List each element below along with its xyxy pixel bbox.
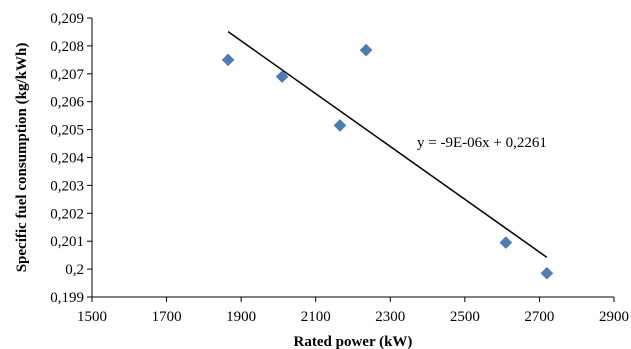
y-ticks: 0,199 0,2 0,201 0,202 0,203 0,204 0,205 0,206 0,… xyxy=(50,11,92,306)
y-tick-label: 0,199 xyxy=(50,290,84,306)
x-tick-label: 1900 xyxy=(226,309,256,325)
x-tick-label: 1500 xyxy=(77,309,107,325)
data-point xyxy=(499,236,513,249)
data-point xyxy=(275,70,289,83)
y-tick-label: 0,206 xyxy=(50,95,84,111)
data-point xyxy=(359,43,373,57)
data-points xyxy=(221,43,554,280)
data-point xyxy=(333,119,347,132)
y-axis-title: Specific fuel consumption (kg/kWh) xyxy=(14,43,30,273)
trendline xyxy=(227,31,548,258)
x-tick-label: 2900 xyxy=(599,309,629,325)
x-axis-title: Rated power (kW) xyxy=(294,334,413,349)
y-tick-label: 0,204 xyxy=(50,151,84,167)
x-tick-label: 1700 xyxy=(152,309,182,325)
x-tick-label: 2500 xyxy=(450,309,480,325)
y-tick-label: 0,202 xyxy=(50,206,84,222)
y-tick-label: 0,2 xyxy=(65,262,84,278)
y-tick-label: 0,203 xyxy=(50,178,84,194)
x-ticks: 1500 1700 1900 2100 2300 2500 2700 2900 xyxy=(77,297,629,325)
trendline-equation: y = -9E-06x + 0,2261 xyxy=(417,135,547,151)
x-tick-label: 2300 xyxy=(375,309,405,325)
x-tick-label: 2100 xyxy=(301,309,331,325)
y-tick-label: 0,205 xyxy=(50,123,84,139)
y-tick-label: 0,207 xyxy=(50,67,84,83)
axes xyxy=(91,18,614,298)
y-tick-label: 0,209 xyxy=(50,11,84,27)
y-tick-label: 0,208 xyxy=(50,39,84,55)
y-tick-label: 0,201 xyxy=(50,234,84,250)
data-point xyxy=(540,266,554,280)
trendline-group xyxy=(227,31,548,258)
x-tick-label: 2700 xyxy=(524,309,554,325)
data-point xyxy=(221,53,235,67)
